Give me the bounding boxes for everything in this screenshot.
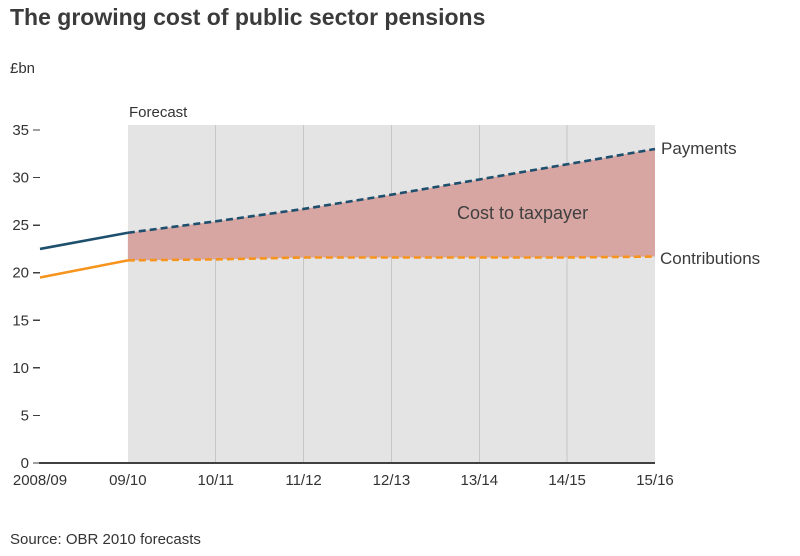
contributions-series-label: Contributions bbox=[660, 249, 761, 268]
svg-text:35: 35 bbox=[12, 122, 29, 139]
svg-text:11/12: 11/12 bbox=[285, 472, 321, 489]
cost-to-taxpayer-annotation: Cost to taxpayer bbox=[457, 203, 589, 223]
svg-text:20: 20 bbox=[12, 265, 29, 282]
svg-text:10/11: 10/11 bbox=[197, 472, 233, 489]
svg-text:10: 10 bbox=[12, 360, 29, 377]
svg-text:15/16: 15/16 bbox=[636, 472, 674, 489]
forecast-annotation: Forecast bbox=[129, 104, 188, 121]
svg-text:13/14: 13/14 bbox=[461, 472, 499, 489]
chart-title: The growing cost of public sector pensio… bbox=[10, 4, 486, 30]
y-axis-unit-label: £bn bbox=[10, 60, 36, 77]
svg-text:2008/09: 2008/09 bbox=[13, 472, 67, 489]
svg-text:12/13: 12/13 bbox=[373, 472, 411, 489]
svg-text:14/15: 14/15 bbox=[548, 472, 586, 489]
source-caption: Source: OBR 2010 forecasts bbox=[10, 531, 201, 548]
svg-text:0: 0 bbox=[21, 455, 29, 472]
svg-text:09/10: 09/10 bbox=[109, 472, 147, 489]
svg-text:5: 5 bbox=[21, 407, 29, 424]
svg-text:15: 15 bbox=[12, 312, 29, 329]
payments-series-label: Payments bbox=[661, 139, 737, 158]
svg-text:30: 30 bbox=[12, 170, 29, 187]
svg-text:25: 25 bbox=[12, 217, 29, 234]
